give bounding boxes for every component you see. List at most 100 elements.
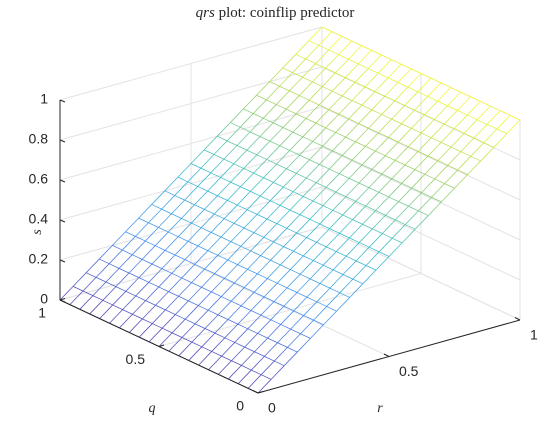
mesh-line bbox=[362, 269, 377, 285]
x-tick-label: 1 bbox=[38, 305, 46, 321]
mesh-line bbox=[253, 218, 268, 233]
mesh-line bbox=[190, 149, 205, 164]
mesh-line bbox=[352, 265, 367, 280]
mesh-line bbox=[303, 301, 318, 316]
mesh-line bbox=[354, 68, 369, 83]
mesh-line bbox=[300, 333, 311, 339]
mesh-line bbox=[187, 240, 199, 247]
x-tick bbox=[59, 298, 66, 301]
mesh-line bbox=[247, 314, 262, 330]
mesh-line bbox=[191, 209, 205, 224]
mesh-line bbox=[269, 127, 284, 142]
mesh-line bbox=[198, 351, 212, 366]
mesh-line bbox=[361, 45, 372, 51]
mesh-line bbox=[194, 263, 205, 270]
mesh-line bbox=[194, 250, 209, 265]
z-axis-label: s bbox=[30, 229, 45, 235]
mesh-line bbox=[352, 205, 366, 220]
mesh-line bbox=[257, 273, 268, 279]
mesh-line bbox=[411, 114, 425, 129]
mesh-line bbox=[348, 104, 363, 120]
mesh-line bbox=[348, 58, 359, 65]
mesh-line bbox=[408, 146, 419, 152]
mesh-line bbox=[365, 265, 377, 271]
mesh-line bbox=[437, 87, 451, 102]
mesh-line bbox=[296, 292, 308, 298]
mesh-line bbox=[214, 332, 225, 339]
mesh-line bbox=[162, 327, 173, 334]
mesh-line bbox=[381, 100, 396, 115]
mesh-line bbox=[168, 291, 179, 297]
mesh-line bbox=[161, 254, 176, 269]
mesh-line bbox=[241, 365, 252, 371]
mesh-line bbox=[276, 163, 287, 170]
mesh-line bbox=[299, 154, 310, 161]
mesh-line bbox=[295, 113, 307, 119]
mesh-line bbox=[234, 328, 249, 343]
mesh-line bbox=[292, 131, 303, 138]
mesh-line bbox=[299, 260, 314, 275]
mesh-line bbox=[369, 246, 380, 253]
mesh-line bbox=[72, 272, 87, 287]
mesh-line bbox=[135, 222, 149, 237]
mesh-line bbox=[102, 299, 113, 306]
mesh-line bbox=[115, 286, 126, 292]
mesh-line bbox=[233, 163, 244, 169]
mesh-line bbox=[283, 173, 297, 188]
mesh-line bbox=[187, 181, 198, 187]
mesh-line bbox=[273, 287, 288, 302]
y-tick-label: 1 bbox=[530, 327, 538, 343]
mesh-line bbox=[345, 123, 359, 138]
mesh-line bbox=[312, 200, 324, 207]
z-tick bbox=[59, 259, 66, 263]
mesh-line bbox=[171, 213, 182, 219]
mesh-line bbox=[417, 77, 432, 93]
mesh-line bbox=[237, 264, 248, 270]
mesh-line bbox=[312, 187, 327, 202]
mesh-line bbox=[407, 73, 422, 88]
mesh-line bbox=[197, 232, 212, 247]
mesh-line bbox=[198, 291, 212, 306]
mesh-line bbox=[217, 314, 229, 320]
mesh-line bbox=[368, 187, 379, 193]
mesh-line bbox=[266, 159, 277, 165]
mesh-line bbox=[256, 94, 267, 101]
mesh-line bbox=[388, 183, 403, 198]
mesh-line bbox=[270, 319, 281, 325]
mesh-line bbox=[207, 250, 218, 256]
mesh-line bbox=[460, 137, 475, 152]
mesh-line bbox=[220, 236, 232, 243]
mesh-line bbox=[237, 323, 248, 330]
mesh-line bbox=[328, 95, 343, 110]
mesh-line bbox=[203, 135, 218, 151]
mesh-line bbox=[262, 104, 277, 119]
mesh-line bbox=[352, 219, 363, 225]
mesh-line bbox=[239, 113, 254, 128]
mesh-line bbox=[483, 142, 494, 148]
mesh-line bbox=[171, 318, 186, 334]
mesh-line bbox=[395, 219, 406, 225]
mesh-line bbox=[102, 286, 117, 301]
mesh-line bbox=[371, 49, 382, 56]
mesh-line bbox=[227, 246, 242, 261]
mesh-line bbox=[384, 82, 399, 97]
mesh-line bbox=[424, 173, 435, 180]
mesh-line bbox=[289, 90, 300, 96]
mesh-line bbox=[424, 100, 438, 116]
mesh-line bbox=[319, 283, 331, 289]
mesh-line bbox=[316, 182, 327, 188]
mesh-line bbox=[283, 292, 298, 307]
mesh-line bbox=[191, 282, 202, 288]
mesh-line bbox=[231, 300, 242, 307]
mesh-line bbox=[217, 135, 228, 142]
mesh-line bbox=[329, 214, 343, 229]
mesh-line bbox=[361, 150, 376, 165]
mesh-line bbox=[99, 245, 113, 260]
mesh-line bbox=[318, 31, 333, 46]
mesh-line bbox=[282, 54, 297, 69]
mesh-line bbox=[395, 205, 409, 221]
mesh-line bbox=[246, 195, 261, 210]
mesh-line bbox=[463, 132, 475, 139]
mesh-line bbox=[447, 91, 461, 107]
mesh-line bbox=[315, 168, 330, 183]
